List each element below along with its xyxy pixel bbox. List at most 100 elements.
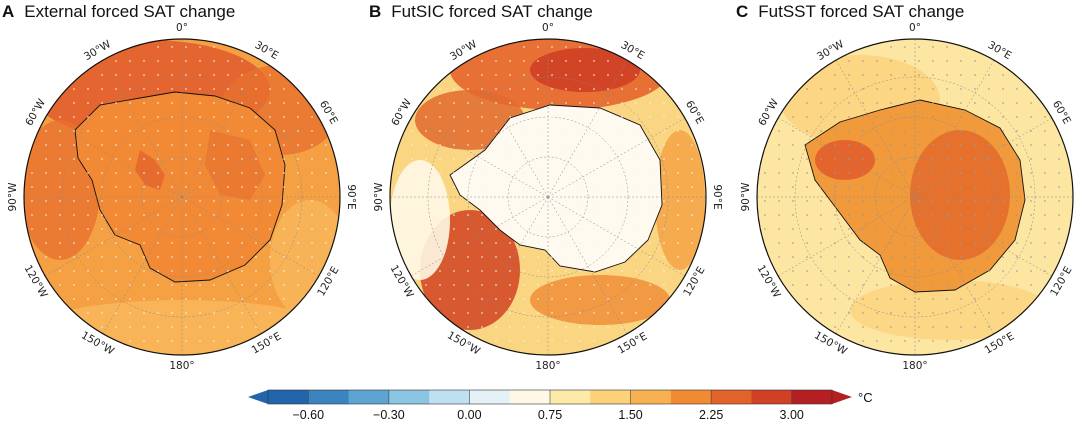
stipple-dot <box>129 298 131 300</box>
stipple-dot <box>59 214 61 216</box>
stipple-dot <box>59 158 61 160</box>
stipple-dot <box>481 186 483 188</box>
stipple-dot <box>621 158 623 160</box>
stipple-dot <box>171 284 173 286</box>
stipple-dot <box>73 130 75 132</box>
stipple-dot <box>171 60 173 62</box>
stipple-dot <box>297 116 299 118</box>
stipple-dot <box>890 298 892 300</box>
stipple-dot <box>185 186 187 188</box>
stipple-dot <box>509 256 511 258</box>
stipple-dot <box>663 284 665 286</box>
stipple-dot <box>988 186 990 188</box>
stipple-dot <box>551 186 553 188</box>
stipple-dot <box>157 284 159 286</box>
colorbar-tick-label: 3.00 <box>780 408 804 422</box>
stipple-dot <box>890 270 892 272</box>
stipple-dot <box>185 256 187 258</box>
stipple-dot <box>565 46 567 48</box>
stipple-dot <box>565 256 567 258</box>
stipple-dot <box>45 242 47 244</box>
stipple-dot <box>509 60 511 62</box>
stipple-dot <box>255 186 257 188</box>
stipple-dot <box>311 214 313 216</box>
stipple-dot <box>988 74 990 76</box>
stipple-dot <box>157 130 159 132</box>
stipple-dot <box>834 102 836 104</box>
stipple-dot <box>778 186 780 188</box>
stipple-dot <box>1044 158 1046 160</box>
stipple-dot <box>876 326 878 328</box>
stipple-dot <box>1016 144 1018 146</box>
stipple-dot <box>946 172 948 174</box>
panel-a-letter: A <box>2 2 14 21</box>
stipple-dot <box>311 144 313 146</box>
stipple-dot <box>1058 186 1060 188</box>
stipple-dot <box>101 74 103 76</box>
stipple-dot <box>918 186 920 188</box>
stipple-dot <box>848 186 850 188</box>
stipple-dot <box>537 46 539 48</box>
stipple-dot <box>115 228 117 230</box>
stipple-dot <box>663 228 665 230</box>
stipple-dot <box>932 298 934 300</box>
stipple-dot <box>820 102 822 104</box>
stipple-dot <box>904 214 906 216</box>
colorbar-cell <box>509 390 551 404</box>
stipple-dot <box>325 172 327 174</box>
stipple-dot <box>73 270 75 272</box>
stipple-dot <box>904 312 906 314</box>
stipple-dot <box>101 214 103 216</box>
stipple-dot <box>593 102 595 104</box>
stipple-dot <box>255 312 257 314</box>
stipple-dot <box>621 214 623 216</box>
stipple-dot <box>509 172 511 174</box>
stipple-dot <box>904 340 906 342</box>
stipple-dot <box>269 88 271 90</box>
stipple-dot <box>537 242 539 244</box>
stipple-dot <box>649 172 651 174</box>
stipple-dot <box>848 298 850 300</box>
stipple-dot <box>663 186 665 188</box>
stipple-dot <box>862 326 864 328</box>
stipple-dot <box>876 298 878 300</box>
stipple-dot <box>792 186 794 188</box>
stipple-dot <box>974 144 976 146</box>
colorbar-cell <box>469 390 511 404</box>
stipple-dot <box>593 88 595 90</box>
stipple-dot <box>143 340 145 342</box>
stipple-dot <box>876 200 878 202</box>
colorbar-tick-labels: −0.60 −0.30 0.00 0.75 1.50 2.25 3.00 <box>292 390 804 422</box>
stipple-dot <box>579 144 581 146</box>
stipple-dot <box>185 228 187 230</box>
stipple-dot <box>792 284 794 286</box>
stipple-dot <box>1044 270 1046 272</box>
stipple-dot <box>1002 172 1004 174</box>
stipple-dot <box>649 256 651 258</box>
stipple-dot <box>1030 186 1032 188</box>
stipple-dot <box>523 242 525 244</box>
stipple-dot <box>1016 186 1018 188</box>
stipple-dot <box>1016 284 1018 286</box>
stipple-dot <box>1002 144 1004 146</box>
stipple-dot <box>834 130 836 132</box>
stipple-dot <box>890 200 892 202</box>
stipple-dot <box>509 102 511 104</box>
stipple-dot <box>87 158 89 160</box>
stipple-dot <box>199 102 201 104</box>
stipple-dot <box>946 186 948 188</box>
stipple-dot <box>904 298 906 300</box>
stipple-dot <box>467 284 469 286</box>
stipple-dot <box>425 186 427 188</box>
stipple-dot <box>397 228 399 230</box>
stipple-dot <box>157 46 159 48</box>
stipple-dot <box>311 200 313 202</box>
stipple-dot <box>283 214 285 216</box>
stipple-dot <box>453 312 455 314</box>
stipple-dot <box>649 116 651 118</box>
stipple-dot <box>649 228 651 230</box>
stipple-dot <box>663 270 665 272</box>
stipple-dot <box>974 200 976 202</box>
stipple-dot <box>439 144 441 146</box>
